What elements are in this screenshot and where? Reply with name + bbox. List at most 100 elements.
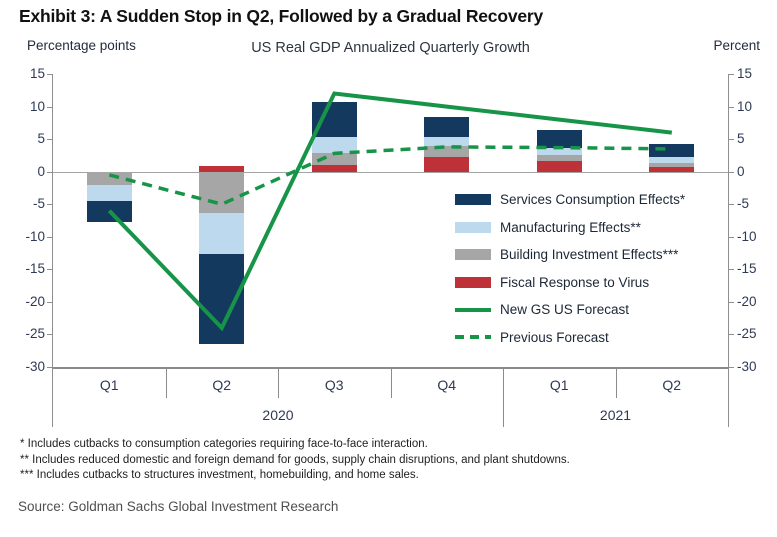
bar-segment — [86, 200, 132, 223]
x-axis-year-label: 2020 — [262, 407, 294, 423]
right-axis-caption: Percent — [713, 38, 760, 53]
legend-label: Previous Forecast — [500, 329, 609, 345]
y-tick-label-left: 0 — [37, 163, 45, 179]
y-tick-mark-right — [728, 139, 734, 141]
legend-solid-line-swatch — [455, 307, 491, 312]
legend-label: Manufacturing Effects** — [500, 219, 641, 235]
y-tick-mark-right — [728, 171, 734, 173]
y-tick-label-right: 15 — [737, 66, 753, 81]
x-axis-quarter-label: Q4 — [437, 377, 457, 393]
y-tick-label-right: -30 — [737, 359, 757, 374]
y-tick-mark-left — [47, 74, 53, 75]
legend-label: Building Investment Effects*** — [500, 247, 679, 263]
y-tick-mark-left — [47, 301, 53, 303]
quarter-separator — [165, 367, 167, 398]
y-tick-label-left: -30 — [25, 359, 45, 374]
bar-segment — [199, 254, 245, 344]
y-tick-label-left: 10 — [29, 98, 45, 114]
legend-label: Services Consumption Effects* — [500, 192, 686, 208]
left-axis-line — [52, 74, 53, 427]
y-tick-label-left: -25 — [25, 326, 45, 342]
y-tick-label-left: -20 — [25, 293, 45, 309]
bar-segment — [424, 137, 470, 147]
chart-legend: Services Consumption Effects* Manufacturi… — [455, 186, 685, 351]
y-tick-mark-right — [728, 367, 734, 368]
y-tick-label-right: 5 — [737, 131, 745, 147]
y-tick-mark-right — [728, 334, 734, 336]
y-tick-label-left: 15 — [29, 66, 45, 81]
legend-label: Fiscal Response to Virus — [500, 274, 650, 290]
bar-segment — [424, 156, 470, 172]
bar-segment — [536, 155, 582, 162]
bar-segment — [649, 167, 695, 172]
y-tick-mark-right — [728, 74, 734, 75]
bar-segment — [311, 152, 357, 165]
y-tick-label-right: -10 — [737, 228, 757, 244]
bar-segment — [536, 147, 582, 156]
y-tick-label-right: -5 — [737, 196, 750, 212]
legend-swatch — [455, 194, 491, 206]
bar-segment — [199, 171, 245, 213]
bar-segment — [311, 101, 357, 138]
exhibit-title: Exhibit 3: A Sudden Stop in Q2, Followed… — [19, 6, 544, 26]
y-tick-label-right: 0 — [737, 163, 745, 179]
y-tick-label-right: -20 — [737, 293, 757, 309]
quarter-separator — [390, 367, 392, 398]
y-tick-mark-right — [728, 204, 734, 206]
bar-segment — [536, 161, 582, 172]
y-tick-mark-left — [47, 171, 53, 173]
x-axis-quarter-label: Q2 — [212, 377, 232, 393]
footnote-1: * Includes cutbacks to consumption categ… — [20, 438, 428, 450]
source-attribution: Source: Goldman Sachs Global Investment … — [18, 499, 339, 514]
legend-item: Manufacturing Effects** — [455, 214, 685, 242]
legend-item: Fiscal Response to Virus — [455, 269, 685, 297]
left-axis-caption: Percentage points — [27, 38, 136, 53]
y-tick-mark-right — [728, 301, 734, 303]
y-tick-label-right: 10 — [737, 98, 753, 114]
y-tick-mark-left — [47, 139, 53, 141]
y-tick-mark-right — [728, 236, 734, 238]
y-tick-mark-left — [47, 334, 53, 336]
legend-swatch — [455, 249, 491, 261]
bar-segment — [199, 212, 245, 255]
y-tick-label-left: -5 — [32, 196, 45, 212]
bar-segment — [424, 116, 470, 138]
x-axis-quarter-label: Q1 — [99, 377, 119, 393]
y-tick-label-left: 5 — [37, 131, 45, 147]
y-tick-label-left: -10 — [25, 228, 45, 244]
y-tick-label-right: -25 — [737, 326, 757, 342]
legend-item: Building Investment Effects*** — [455, 241, 685, 269]
y-tick-mark-left — [47, 106, 53, 108]
x-axis-year-label: 2021 — [599, 407, 632, 423]
y-tick-mark-left — [47, 367, 53, 368]
footnote-3: *** Includes cutbacks to structures inve… — [20, 469, 419, 481]
y-tick-mark-left — [47, 236, 53, 238]
bar-segment — [424, 146, 470, 157]
footnotes-block: * Includes cutbacks to consumption categ… — [20, 437, 570, 484]
quarter-separator — [278, 367, 279, 398]
legend-item: Previous Forecast — [455, 324, 685, 352]
bar-segment — [649, 157, 695, 163]
legend-item: New GS US Forecast — [455, 296, 685, 324]
y-tick-mark-left — [47, 269, 53, 271]
bar-segment — [649, 143, 695, 158]
right-axis-line — [728, 74, 729, 427]
year-separator — [503, 367, 504, 427]
legend-dashed-line-swatch — [455, 335, 491, 340]
bar-segment — [536, 129, 582, 148]
x-axis-quarter-label: Q3 — [324, 377, 344, 393]
bar-segment — [311, 137, 357, 153]
legend-swatch — [455, 276, 491, 288]
y-tick-label-right: -15 — [737, 261, 757, 277]
bar-segment — [86, 184, 132, 201]
x-axis-quarter-label: Q2 — [662, 377, 682, 393]
y-tick-label-left: -15 — [25, 261, 45, 277]
bar-segment — [86, 171, 132, 185]
quarter-separator — [615, 367, 617, 398]
legend-swatch — [455, 221, 491, 233]
x-axis-quarter-label: Q1 — [549, 377, 569, 393]
footnote-2: ** Includes reduced domestic and foreign… — [20, 453, 570, 466]
bar-segment — [311, 164, 357, 172]
legend-item: Services Consumption Effects* — [455, 186, 685, 214]
